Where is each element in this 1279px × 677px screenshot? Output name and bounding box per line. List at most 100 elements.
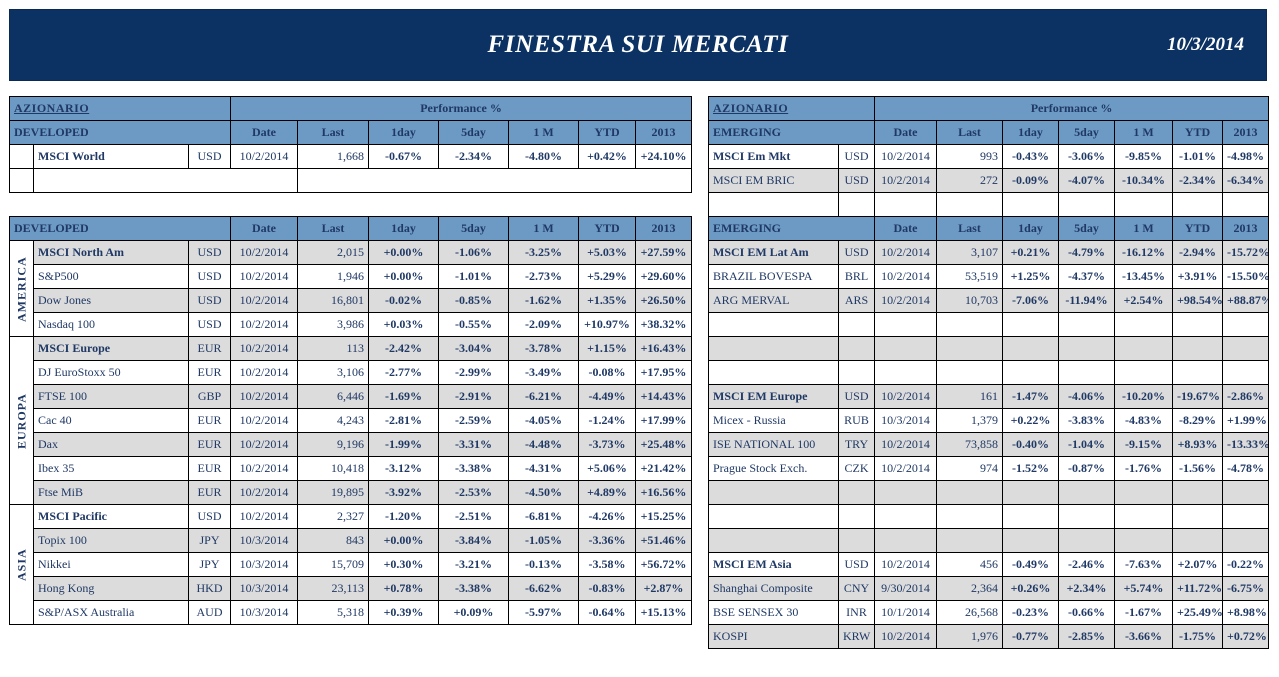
index-name: Dax <box>33 432 189 457</box>
perf-y2013: -15.50% <box>1221 264 1270 289</box>
index-date: 10/2/2014 <box>230 432 299 457</box>
perf-d1: +0.00% <box>368 264 440 289</box>
table-row: Prague Stock Exch. CZK 10/2/2014 974 -1.52% -… <box>708 456 1270 481</box>
perf-d1: +0.03% <box>368 312 440 337</box>
perf-d1: -2.42% <box>368 336 440 361</box>
perf-m1: -6.81% <box>508 504 580 529</box>
perf-y2013: +27.59% <box>635 240 693 265</box>
empty-cell <box>874 480 937 505</box>
empty-cell <box>838 336 875 361</box>
index-currency: JPY <box>187 552 232 577</box>
index-last-price: 113 <box>297 336 370 361</box>
empty-cell <box>874 192 937 217</box>
column-header-m1: 1 M <box>508 120 579 145</box>
index-name: Cac 40 <box>33 408 189 433</box>
perf-y2013: +0.72% <box>1221 624 1270 649</box>
table-title: AZIONARIO <box>708 96 875 121</box>
column-header-d5: 5day <box>1058 120 1115 145</box>
perf-ytd: -1.75% <box>1172 624 1223 649</box>
perf-m1: -3.78% <box>508 336 580 361</box>
perf-d5: -4.07% <box>1058 168 1115 193</box>
perf-ytd: -0.64% <box>578 600 637 625</box>
perf-m1: -7.63% <box>1114 552 1173 577</box>
perf-m1: -1.05% <box>508 528 580 553</box>
index-date: 10/3/2014 <box>230 600 299 625</box>
perf-d5: -1.01% <box>438 264 510 289</box>
empty-cell <box>1002 192 1059 217</box>
column-header-last: Last <box>936 216 1003 241</box>
index-date: 10/2/2014 <box>874 456 937 481</box>
perf-d5: -2.53% <box>438 480 510 505</box>
index-currency: USD <box>187 312 232 337</box>
perf-d1: -0.67% <box>368 144 439 169</box>
index-date: 10/2/2014 <box>230 144 298 169</box>
empty-cell <box>838 480 875 505</box>
index-date: 10/2/2014 <box>230 312 299 337</box>
index-currency: RUB <box>838 408 875 433</box>
perf-d1: -1.69% <box>368 384 440 409</box>
perf-y2013: -13.33% <box>1221 432 1270 457</box>
perf-d5: -11.94% <box>1058 288 1115 313</box>
empty-cell <box>1114 528 1173 553</box>
index-currency: USD <box>188 144 231 169</box>
perf-d5: +2.34% <box>1058 576 1115 601</box>
perf-y2013: +88.87% <box>1221 288 1270 313</box>
perf-y2013: +16.56% <box>635 480 693 505</box>
empty-cell <box>1114 312 1173 337</box>
perf-d1: +1.25% <box>1002 264 1059 289</box>
table-row-empty <box>708 528 1270 553</box>
empty-cell <box>1058 528 1115 553</box>
table-row: Ftse MiB EUR 10/2/2014 19,895 -3.92% -2.53% -4… <box>10 480 693 505</box>
column-header-date: Date <box>874 216 937 241</box>
perf-d1: +0.78% <box>368 576 440 601</box>
perf-d5: -3.04% <box>438 336 510 361</box>
empty-cell <box>1058 480 1115 505</box>
table-row-empty <box>708 504 1270 529</box>
index-last-price: 23,113 <box>297 576 370 601</box>
table-row: Nikkei JPY 10/3/2014 15,709 +0.30% -3.21% -0.1… <box>10 552 693 577</box>
emerging-markets-table: AZIONARIO Performance % EMERGING Date Last 1d… <box>708 96 1270 649</box>
table-row: BSE SENSEX 30 INR 10/1/2014 26,568 -0.23% -0.… <box>708 600 1270 625</box>
index-last-price: 6,446 <box>297 384 370 409</box>
column-header-y2013: 2013 <box>1221 216 1270 241</box>
index-date: 10/3/2014 <box>230 576 299 601</box>
column-header-date: Date <box>230 120 298 145</box>
table-title-row: AZIONARIO Performance % <box>9 96 693 121</box>
perf-ytd: +5.29% <box>578 264 637 289</box>
region-label-asia: ASIA <box>9 504 34 625</box>
table-row-empty <box>708 336 1270 361</box>
table-row: MSCI EM Lat Am USD 10/2/2014 3,107 +0.21% -4.… <box>708 240 1270 265</box>
table-row-empty <box>708 480 1270 505</box>
index-currency: USD <box>187 240 232 265</box>
index-last-price: 1,946 <box>297 264 370 289</box>
index-name: MSCI North Am <box>33 240 189 265</box>
column-header-y2013: 2013 <box>1221 120 1270 145</box>
perf-d5: -2.59% <box>438 408 510 433</box>
index-name: Topix 100 <box>33 528 189 553</box>
table-row: MSCI EM BRIC USD 10/2/2014 272 -0.09% -4.07% -… <box>708 168 1270 193</box>
empty-cell <box>1058 360 1115 385</box>
perf-d5: -0.85% <box>438 288 510 313</box>
column-header-d1: 1day <box>368 216 440 241</box>
column-header-d1: 1day <box>368 120 439 145</box>
index-currency: USD <box>187 264 232 289</box>
empty-cell <box>936 504 1003 529</box>
index-name: BRAZIL BOVESPA <box>708 264 839 289</box>
index-last-price: 974 <box>936 456 1003 481</box>
index-name: MSCI EM Asia <box>708 552 839 577</box>
index-date: 10/2/2014 <box>230 408 299 433</box>
perf-y2013: -15.72% <box>1221 240 1270 265</box>
empty-cell <box>1114 480 1173 505</box>
index-last-price: 993 <box>936 144 1003 169</box>
column-header-m1: 1 M <box>1114 216 1173 241</box>
index-last-price: 843 <box>297 528 370 553</box>
perf-y2013: +8.98% <box>1221 600 1270 625</box>
perf-m1: -9.85% <box>1114 144 1173 169</box>
perf-d5: -4.79% <box>1058 240 1115 265</box>
perf-y2013: +29.60% <box>635 264 693 289</box>
empty-cell <box>1221 528 1270 553</box>
index-name: MSCI EM BRIC <box>708 168 839 193</box>
column-header-m1: 1 M <box>508 216 580 241</box>
index-currency: EUR <box>187 408 232 433</box>
column-header-d1: 1day <box>1002 216 1059 241</box>
